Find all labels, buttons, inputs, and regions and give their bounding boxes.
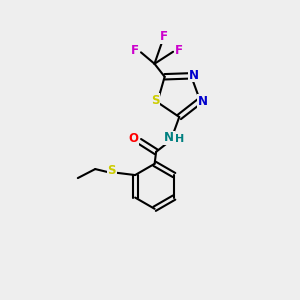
Text: S: S	[151, 94, 159, 107]
Text: S: S	[107, 164, 116, 177]
Text: F: F	[175, 44, 182, 57]
Text: F: F	[131, 44, 139, 57]
Text: N: N	[164, 131, 174, 144]
Text: F: F	[160, 30, 168, 43]
Text: O: O	[129, 132, 139, 145]
Text: N: N	[188, 69, 199, 82]
Text: H: H	[175, 134, 184, 144]
Text: N: N	[198, 95, 208, 108]
